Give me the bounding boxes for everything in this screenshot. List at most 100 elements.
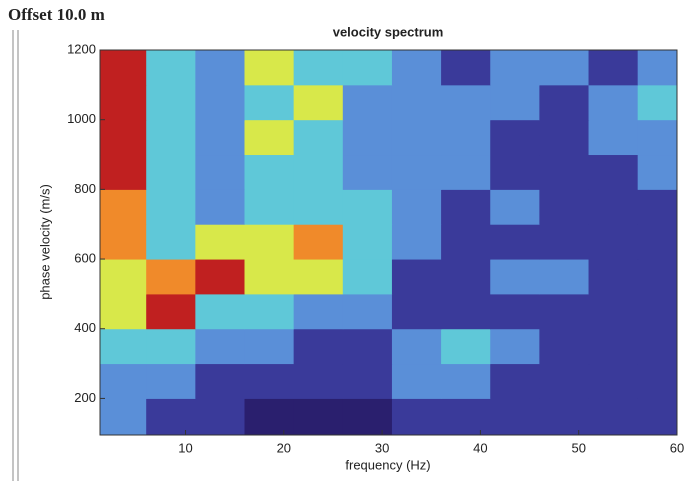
heatmap-cell xyxy=(637,398,678,436)
heatmap-cell xyxy=(539,398,590,436)
heatmap-cell xyxy=(539,224,590,260)
heatmap-cell xyxy=(490,50,540,86)
heatmap-cell xyxy=(490,119,540,156)
heatmap-cell xyxy=(391,363,442,399)
heatmap-cell xyxy=(195,50,245,86)
x-axis-label: frequency (Hz) xyxy=(345,457,430,472)
heatmap-cell xyxy=(342,398,393,436)
heatmap-cell xyxy=(244,154,295,190)
heatmap-cell xyxy=(490,84,540,121)
heatmap-cell xyxy=(588,224,639,260)
heatmap-cell xyxy=(293,224,344,260)
heatmap-cell xyxy=(342,224,393,260)
heatmap-cell xyxy=(588,189,639,225)
heatmap-cell xyxy=(293,398,344,436)
heatmap-cell xyxy=(539,189,590,225)
heatmap-cell xyxy=(391,259,442,295)
heatmap-cell xyxy=(342,328,393,365)
heatmap-cell xyxy=(637,50,678,86)
heatmap-cell xyxy=(539,154,590,190)
heatmap-cell xyxy=(244,224,295,260)
heatmap-cell xyxy=(391,189,442,225)
heatmap-cell xyxy=(391,224,442,260)
heatmap-cell xyxy=(100,119,147,156)
heatmap-cell xyxy=(342,363,393,399)
heatmap-cell xyxy=(539,84,590,121)
heatmap-cell xyxy=(637,189,678,225)
heatmap-cell xyxy=(539,119,590,156)
heatmap-cell xyxy=(391,50,442,86)
heatmap-cell xyxy=(490,259,540,295)
heatmap-cell xyxy=(637,259,678,295)
heatmap-cell xyxy=(588,293,639,330)
heatmap-cell xyxy=(490,189,540,225)
heatmap-cell xyxy=(146,328,196,365)
heatmap-cell xyxy=(244,50,295,86)
x-tick-label: 50 xyxy=(571,440,585,455)
heatmap-cell xyxy=(391,154,442,190)
heatmap-cell xyxy=(588,50,639,86)
heatmap-cell xyxy=(441,50,491,86)
heatmap-cell xyxy=(391,328,442,365)
heatmap-cell xyxy=(244,259,295,295)
heatmap-cell xyxy=(441,363,491,399)
heatmap-cell xyxy=(146,398,196,436)
heatmap-cell xyxy=(342,259,393,295)
heatmap-cell xyxy=(441,154,491,190)
heatmap-cell xyxy=(195,259,245,295)
heatmap-cell xyxy=(588,84,639,121)
chart-title: velocity spectrum xyxy=(333,24,444,39)
heatmap-cell xyxy=(146,363,196,399)
heatmap-cell xyxy=(100,328,147,365)
heatmap-cell xyxy=(391,398,442,436)
heatmap-cell xyxy=(244,84,295,121)
heatmap-cell xyxy=(293,363,344,399)
y-tick-label: 1200 xyxy=(67,41,96,56)
heatmap-cell xyxy=(539,293,590,330)
heatmap-cell xyxy=(539,328,590,365)
heatmap-cell xyxy=(637,328,678,365)
heatmap-cell xyxy=(637,293,678,330)
heatmap-cell xyxy=(441,398,491,436)
x-tick-label: 20 xyxy=(277,440,291,455)
heatmap-cell xyxy=(244,119,295,156)
heatmap-cell xyxy=(588,328,639,365)
heatmap-cell xyxy=(391,293,442,330)
heatmap-cell xyxy=(441,84,491,121)
heatmap-cell xyxy=(293,119,344,156)
heatmap-cell xyxy=(293,50,344,86)
heatmap-cell xyxy=(100,50,147,86)
heatmap-cell xyxy=(195,224,245,260)
heatmap-cell xyxy=(441,259,491,295)
heatmap-cell xyxy=(100,398,147,436)
x-tick-label: 40 xyxy=(473,440,487,455)
heatmap-cell xyxy=(100,224,147,260)
heatmap-cell xyxy=(342,293,393,330)
heatmap-cell xyxy=(244,189,295,225)
heatmap-cell xyxy=(441,224,491,260)
y-tick-label: 600 xyxy=(74,250,96,265)
heatmap-cell xyxy=(441,293,491,330)
heatmap-cell xyxy=(146,259,196,295)
x-tick-label: 30 xyxy=(375,440,389,455)
heatmap-cell xyxy=(100,154,147,190)
heatmap-cell xyxy=(146,154,196,190)
heatmap-cell xyxy=(293,328,344,365)
heatmap-cell xyxy=(637,363,678,399)
plot-frame xyxy=(99,49,678,436)
heatmap-cell xyxy=(342,119,393,156)
heatmap-cell xyxy=(588,363,639,399)
heatmap-cell xyxy=(441,328,491,365)
y-tick-label: 1000 xyxy=(67,111,96,126)
heatmap-cell xyxy=(490,224,540,260)
heatmap-cell xyxy=(195,398,245,436)
page-header: Offset 10.0 m xyxy=(8,5,105,24)
heatmap-cell xyxy=(391,119,442,156)
heatmap-cell xyxy=(146,84,196,121)
heatmap-cell xyxy=(490,328,540,365)
heatmap-cell xyxy=(391,84,442,121)
heatmap-cell xyxy=(195,363,245,399)
y-tick-label: 200 xyxy=(74,390,96,405)
y-axis-label: phase velocity (m/s) xyxy=(37,184,52,300)
